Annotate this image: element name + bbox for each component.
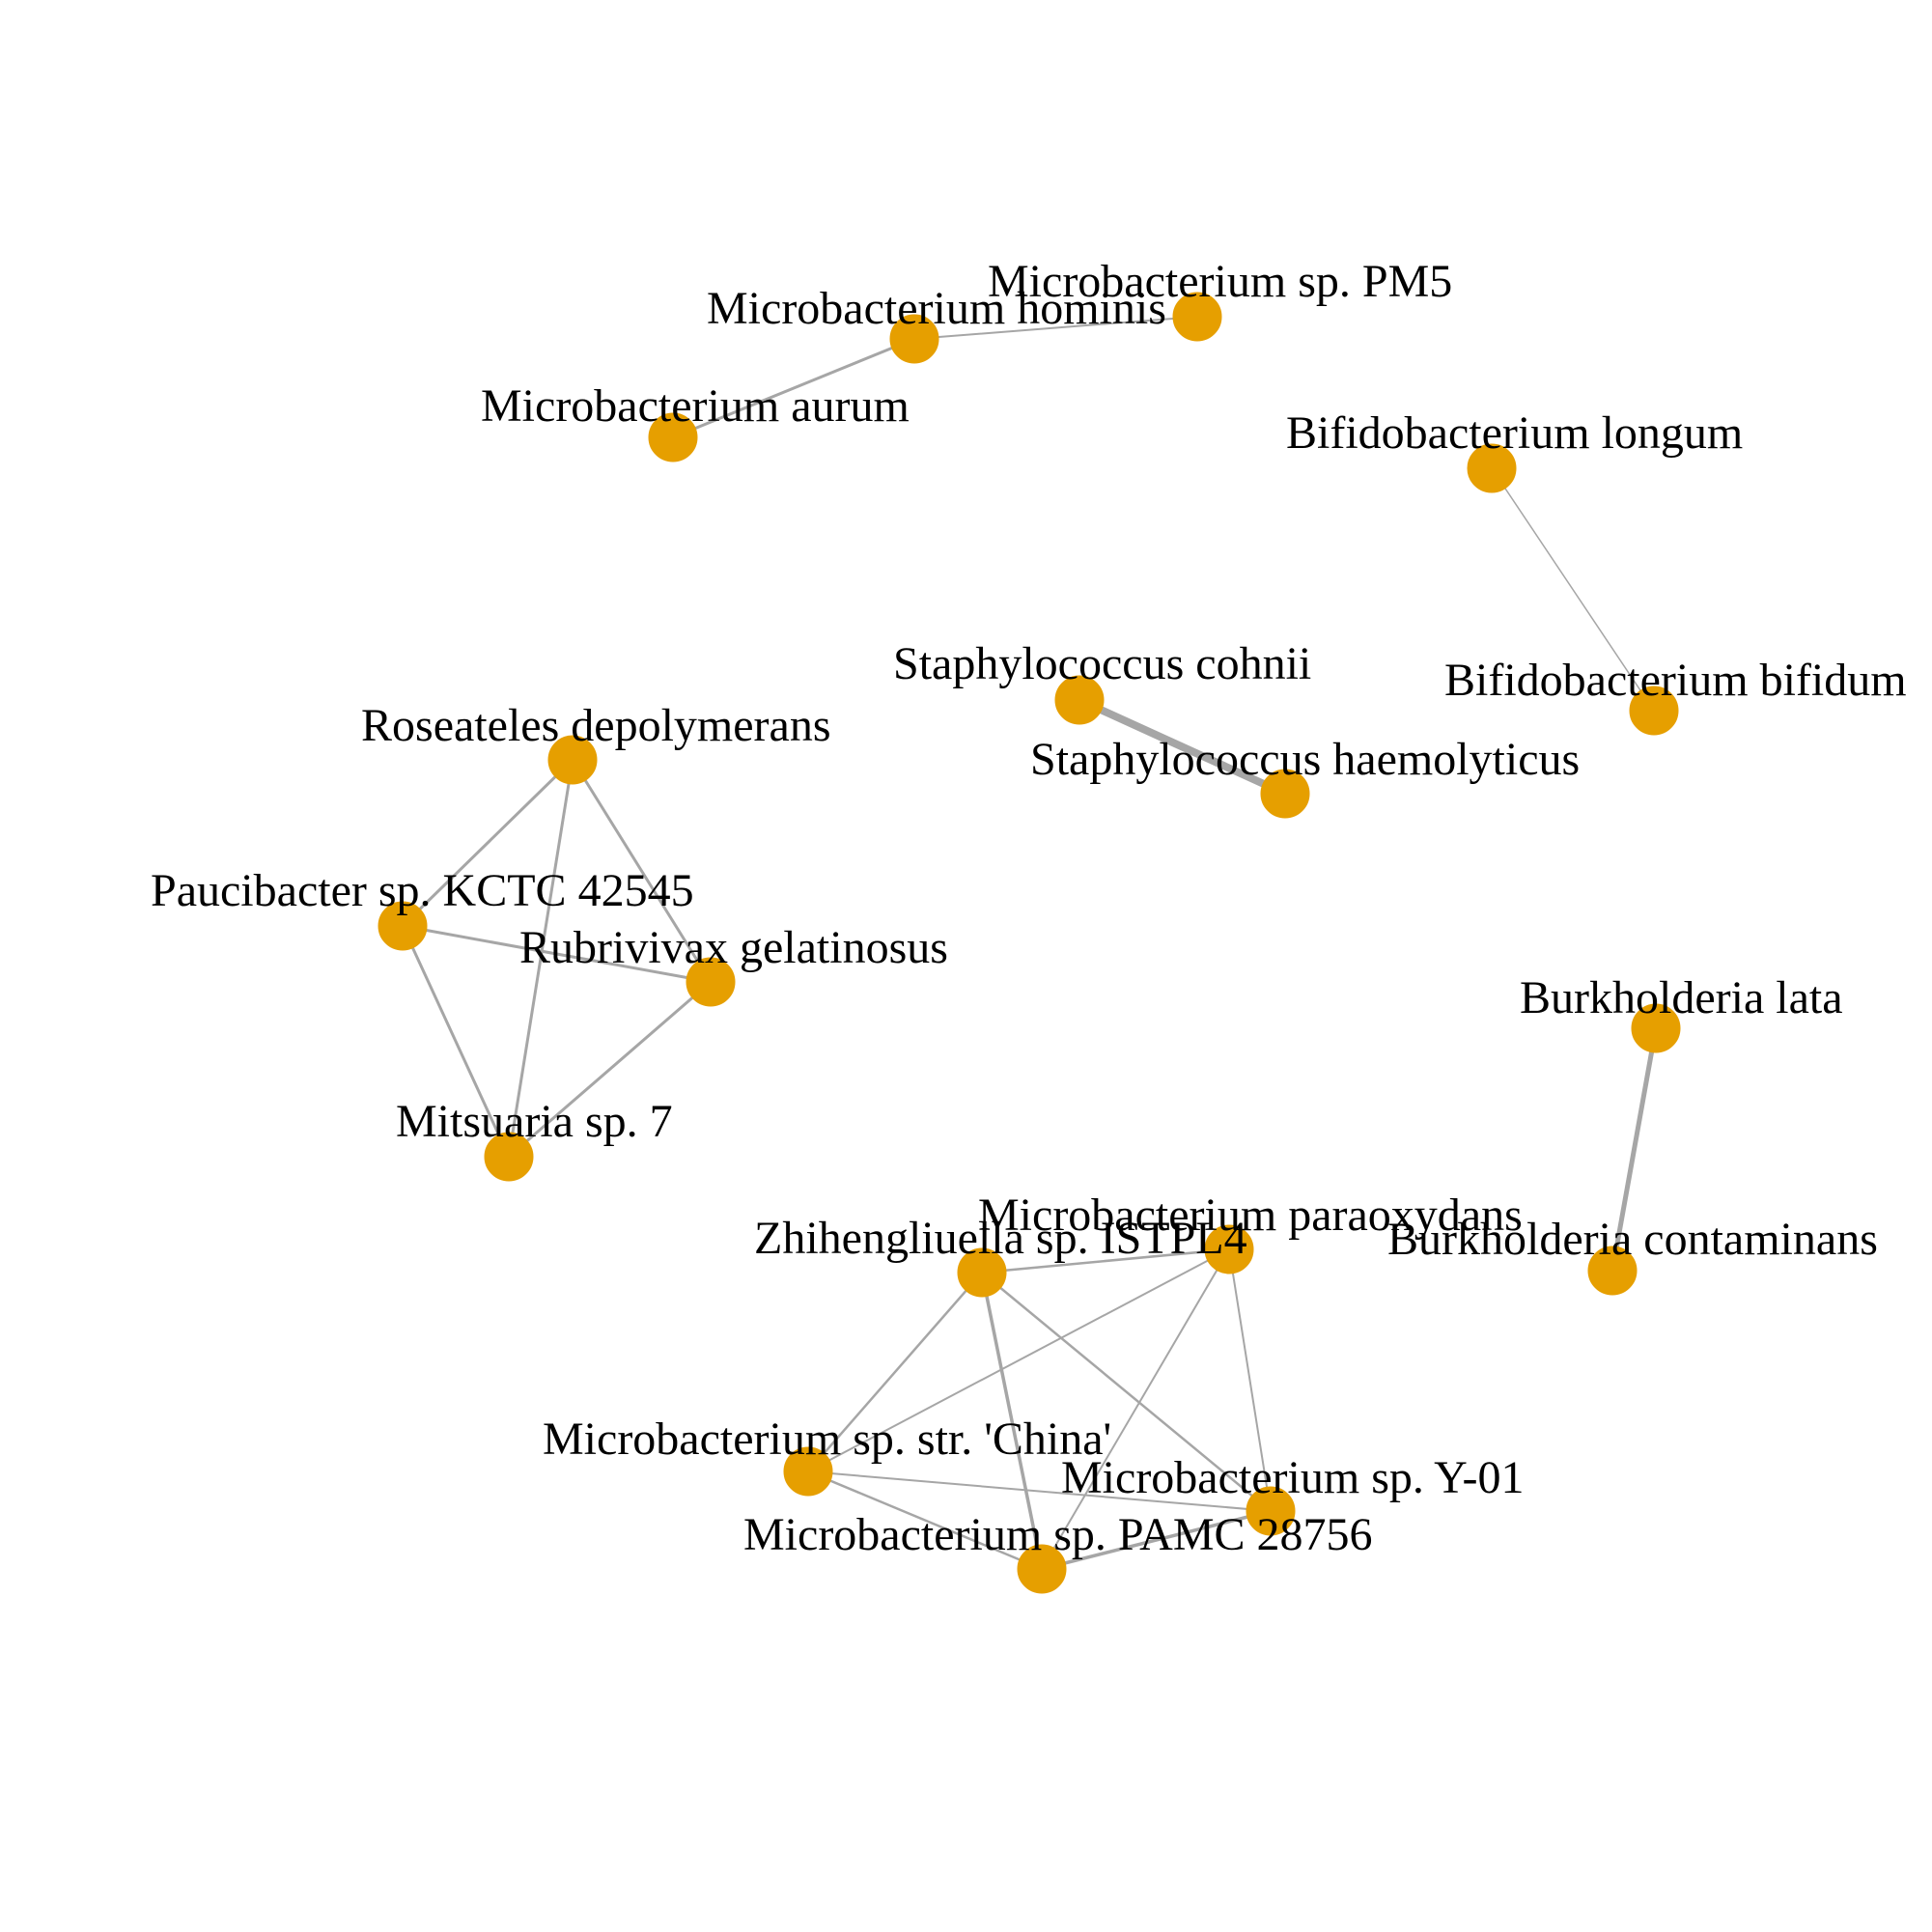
node-label-microbacterium-sp-pamc-28756: Microbacterium sp. PAMC 28756 xyxy=(743,1509,1373,1560)
edge-zhihengliuella-sp-istpl4-microbacterium-sp-str-china xyxy=(806,1271,984,1473)
node-paucibacter-sp-kctc-42545[interactable] xyxy=(378,901,428,951)
edge-burkholderia-lata-burkholderia-contaminans xyxy=(1610,1025,1659,1274)
node-microbacterium-hominis[interactable] xyxy=(889,314,939,364)
node-microbacterium-sp-str-china[interactable] xyxy=(783,1446,833,1497)
node-label-bifidobacterium-bifidum: Bifidobacterium bifidum xyxy=(1444,655,1907,706)
node-microbacterium-sp-pamc-28756[interactable] xyxy=(1017,1544,1067,1594)
edge-microbacterium-hominis-microbacterium-sp-pm5 xyxy=(913,316,1198,340)
node-label-microbacterium-sp-pm5: Microbacterium sp. PM5 xyxy=(988,256,1452,307)
node-label-bifidobacterium-longum: Bifidobacterium longum xyxy=(1286,407,1743,459)
edge-microbacterium-sp-y-01-microbacterium-sp-pamc-28756 xyxy=(1040,1509,1273,1571)
node-label-roseateles-depolymerans: Roseateles depolymerans xyxy=(361,700,831,751)
node-bifidobacterium-bifidum[interactable] xyxy=(1629,686,1679,736)
node-staphylococcus-cohnii[interactable] xyxy=(1054,675,1105,725)
edge-paucibacter-sp-kctc-42545-rubrivivax-gelatinosus xyxy=(401,924,713,984)
edge-microbacterium-sp-str-china-microbacterium-sp-pamc-28756 xyxy=(806,1470,1044,1571)
edge-roseateles-depolymerans-rubrivivax-gelatinosus xyxy=(571,758,713,984)
node-label-microbacterium-hominis: Microbacterium hominis xyxy=(707,283,1166,334)
edges-layer xyxy=(401,316,1659,1571)
node-label-burkholderia-contaminans: Burkholderia contaminans xyxy=(1387,1214,1878,1265)
node-bifidobacterium-longum[interactable] xyxy=(1467,443,1517,493)
node-roseateles-depolymerans[interactable] xyxy=(547,735,598,785)
node-label-staphylococcus-cohnii: Staphylococcus cohnii xyxy=(893,638,1311,689)
node-staphylococcus-haemolyticus[interactable] xyxy=(1260,769,1310,819)
node-rubrivivax-gelatinosus[interactable] xyxy=(686,957,736,1007)
edge-microbacterium-hominis-microbacterium-aurum xyxy=(671,337,916,439)
edge-microbacterium-paraoxydans-microbacterium-sp-y-01 xyxy=(1228,1248,1272,1512)
edge-paucibacter-sp-kctc-42545-mitsuaria-sp-7 xyxy=(401,924,511,1159)
nodes-layer xyxy=(378,292,1681,1594)
edge-rubrivivax-gelatinosus-mitsuaria-sp-7 xyxy=(507,980,713,1159)
edge-roseateles-depolymerans-mitsuaria-sp-7 xyxy=(507,758,574,1159)
node-burkholderia-contaminans[interactable] xyxy=(1587,1246,1638,1296)
edge-microbacterium-paraoxydans-microbacterium-sp-pamc-28756 xyxy=(1041,1248,1230,1570)
edge-microbacterium-sp-str-china-microbacterium-sp-y-01 xyxy=(807,1470,1272,1512)
node-mitsuaria-sp-7[interactable] xyxy=(484,1132,534,1182)
node-microbacterium-aurum[interactable] xyxy=(648,412,698,462)
edge-roseateles-depolymerans-paucibacter-sp-kctc-42545 xyxy=(401,758,574,928)
node-label-rubrivivax-gelatinosus: Rubrivivax gelatinosus xyxy=(519,922,948,973)
node-burkholderia-lata[interactable] xyxy=(1631,1003,1681,1053)
node-microbacterium-sp-pm5[interactable] xyxy=(1172,292,1222,342)
node-label-microbacterium-sp-str-china: Microbacterium sp. str. 'China' xyxy=(543,1414,1111,1465)
edge-zhihengliuella-sp-istpl4-microbacterium-sp-y-01 xyxy=(980,1271,1273,1513)
node-label-paucibacter-sp-kctc-42545: Paucibacter sp. KCTC 42545 xyxy=(151,865,694,916)
node-label-zhihengliuella-sp-istpl4: Zhihengliuella sp. ISTPL4 xyxy=(754,1213,1247,1264)
node-microbacterium-sp-y-01[interactable] xyxy=(1246,1486,1296,1536)
edge-zhihengliuella-sp-istpl4-microbacterium-paraoxydans xyxy=(980,1247,1231,1274)
node-zhihengliuella-sp-istpl4[interactable] xyxy=(957,1247,1007,1298)
node-label-microbacterium-aurum: Microbacterium aurum xyxy=(481,380,910,432)
edge-zhihengliuella-sp-istpl4-microbacterium-sp-pamc-28756 xyxy=(980,1271,1044,1571)
node-label-microbacterium-sp-y-01: Microbacterium sp. Y-01 xyxy=(1061,1452,1524,1503)
node-label-staphylococcus-haemolyticus: Staphylococcus haemolyticus xyxy=(1030,734,1580,785)
edge-microbacterium-paraoxydans-microbacterium-sp-str-china xyxy=(807,1248,1230,1472)
node-label-microbacterium-paraoxydans: Microbacterium paraoxydans xyxy=(978,1190,1523,1241)
node-label-burkholderia-lata: Burkholderia lata xyxy=(1520,972,1843,1023)
node-microbacterium-paraoxydans[interactable] xyxy=(1204,1224,1254,1274)
edge-bifidobacterium-longum-bifidobacterium-bifidum xyxy=(1491,467,1655,712)
node-label-mitsuaria-sp-7: Mitsuaria sp. 7 xyxy=(396,1096,673,1147)
edge-staphylococcus-cohnii-staphylococcus-haemolyticus xyxy=(1076,696,1289,798)
